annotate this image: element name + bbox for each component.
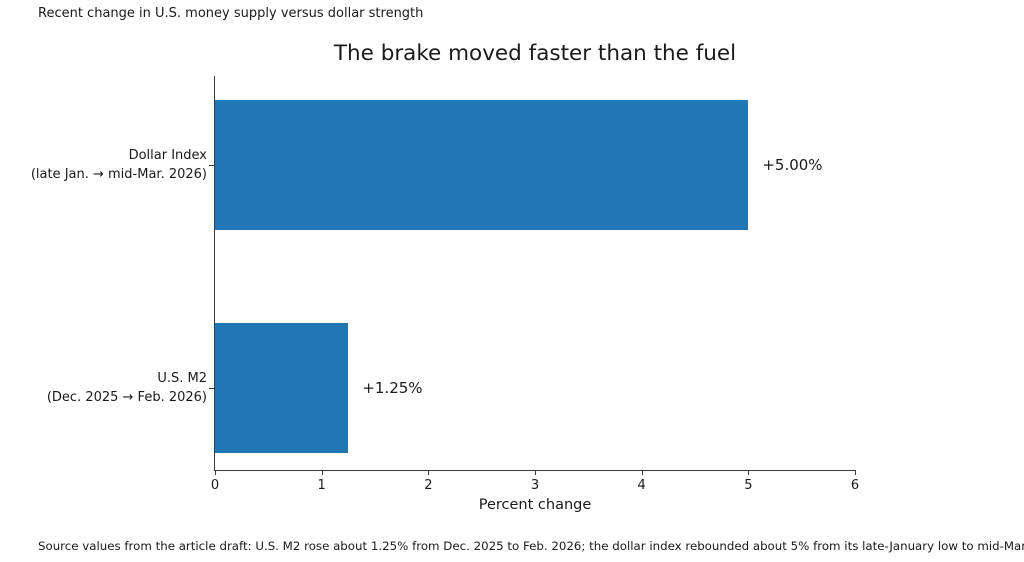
y-category-label-line: Dollar Index [128,148,207,163]
x-tick-mark [215,471,216,475]
x-axis-title: Percent change [478,497,592,513]
y-category-label: Dollar Index (late Jan. → mid-Mar. 2026) [31,146,207,184]
bar-value-label: +1.25% [362,379,423,397]
source-note: Source values from the article draft: U.… [38,539,1024,553]
y-tick-mark [209,165,214,166]
x-axis-spine [214,470,856,471]
bar-0 [215,100,749,230]
x-tick-label: 5 [744,478,753,493]
chart-title: The brake moved faster than the fuel [333,41,737,66]
y-category-label: U.S. M2 (Dec. 2025 → Feb. 2026) [47,369,207,407]
plot-area: +5.00% +1.25% [215,78,855,470]
x-tick-mark [535,471,536,475]
figure-note: Recent change in U.S. money supply versu… [38,6,424,21]
x-tick-mark [428,471,430,475]
y-category-label-line: (Dec. 2025 → Feb. 2026) [46,390,207,405]
bar-value-label: +5.00% [762,156,823,174]
y-axis-spine [214,76,215,470]
bar-1 [215,323,349,453]
y-category-label-line: U.S. M2 [157,371,207,386]
x-tick-mark [321,471,323,475]
x-tick-label: 4 [637,478,646,493]
x-tick-mark [855,471,856,475]
x-tick-mark [748,471,750,475]
x-tick-label: 2 [424,478,433,493]
x-tick-label: 6 [850,478,860,493]
y-category-label-line: (late Jan. → mid-Mar. 2026) [30,167,207,182]
x-tick-label: 1 [317,478,326,493]
x-tick-label: 0 [210,478,220,493]
y-tick-mark [209,388,214,389]
x-tick-mark [641,471,643,475]
x-tick-label: 3 [530,478,540,493]
